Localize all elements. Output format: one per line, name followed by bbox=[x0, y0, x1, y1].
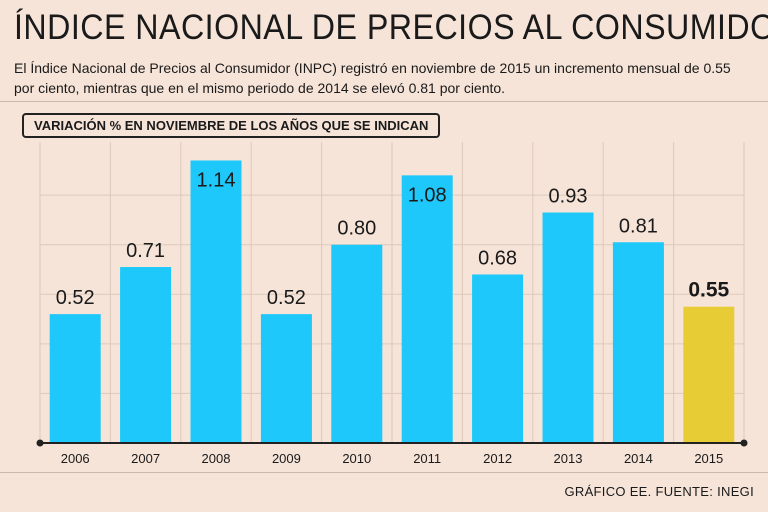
x-tick-2009: 2009 bbox=[272, 451, 301, 466]
x-tick-2010: 2010 bbox=[342, 451, 371, 466]
bar-2015 bbox=[683, 306, 735, 443]
value-label-2007: 0.71 bbox=[126, 240, 165, 262]
top-divider bbox=[0, 101, 768, 102]
x-tick-2006: 2006 bbox=[61, 451, 90, 466]
value-labels: 0.52 0.71 1.14 0.52 0.80 1.08 0.68 0.93 0.81 0.55 bbox=[56, 169, 730, 309]
grid-lines bbox=[39, 142, 745, 443]
bar-2008 bbox=[190, 160, 242, 443]
chart-title: VARIACIÓN % EN NOVIEMBRE DE LOS AÑOS QUE… bbox=[22, 113, 441, 138]
x-axis-start-dot bbox=[36, 439, 44, 447]
value-label-2006: 0.52 bbox=[56, 287, 95, 309]
value-label-2008: 1.14 bbox=[197, 169, 236, 191]
x-tick-2008: 2008 bbox=[202, 451, 231, 466]
x-tick-2012: 2012 bbox=[483, 451, 512, 466]
value-label-2011: 1.08 bbox=[408, 184, 447, 206]
bars bbox=[49, 160, 735, 443]
x-axis-end-dot bbox=[740, 439, 748, 447]
bar-2014 bbox=[612, 242, 664, 443]
value-label-2010: 0.80 bbox=[337, 218, 376, 240]
value-label-2015: 0.55 bbox=[688, 279, 729, 302]
value-label-2012: 0.68 bbox=[478, 247, 517, 269]
bar-2011 bbox=[401, 175, 453, 443]
value-label-2014: 0.81 bbox=[619, 215, 658, 237]
page-title: ÍNDICE NACIONAL DE PRECIOS AL CONSUMIDOR bbox=[14, 8, 768, 47]
x-tick-2013: 2013 bbox=[554, 451, 583, 466]
value-label-2013: 0.93 bbox=[549, 186, 588, 208]
x-tick-2014: 2014 bbox=[624, 451, 653, 466]
x-tick-2007: 2007 bbox=[131, 451, 160, 466]
x-tick-2011: 2011 bbox=[413, 451, 441, 466]
x-tick-2015: 2015 bbox=[694, 451, 723, 466]
bar-2006 bbox=[49, 314, 101, 443]
bar-2013 bbox=[542, 212, 594, 443]
bar-2007 bbox=[120, 267, 172, 443]
value-label-2009: 0.52 bbox=[267, 287, 306, 309]
page-subtitle: El Índice Nacional de Precios al Consumi… bbox=[14, 60, 731, 96]
bar-2009 bbox=[260, 314, 312, 443]
bottom-divider bbox=[0, 472, 768, 473]
x-tick-labels: 2006 2007 2008 2009 2010 2011 2012 2013 2014 2015 bbox=[61, 451, 724, 466]
source-credit: GRÁFICO EE. FUENTE: INEGI bbox=[564, 484, 754, 499]
bar-2010 bbox=[331, 244, 383, 443]
bar-2012 bbox=[472, 274, 524, 443]
